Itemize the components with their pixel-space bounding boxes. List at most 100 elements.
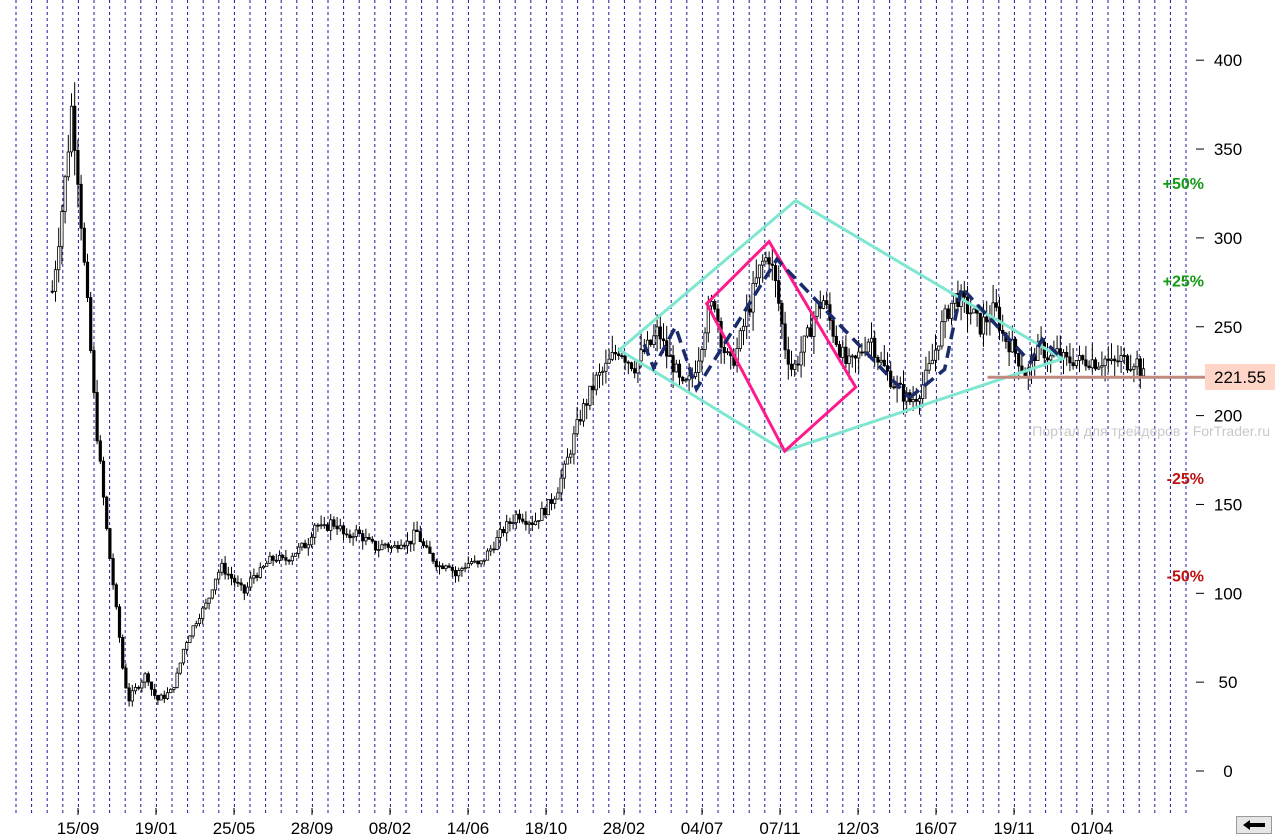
price-candle [738, 330, 742, 349]
price-candle [1036, 341, 1040, 361]
price-series [50, 82, 1146, 707]
price-candle [466, 563, 470, 569]
price-candle [549, 499, 554, 504]
price-candle [597, 371, 602, 376]
price-candle [469, 561, 474, 565]
price-candle [671, 355, 675, 373]
price-candle [1007, 340, 1011, 353]
price-candle [437, 565, 442, 568]
price-candle [236, 581, 240, 584]
price-candle [633, 368, 637, 374]
price-candle [261, 565, 266, 569]
price-candle [146, 673, 150, 683]
price-candle [185, 642, 189, 650]
price-candle [514, 513, 518, 524]
price-candle [281, 555, 285, 559]
price-candle [322, 524, 326, 527]
price-candle [114, 584, 118, 608]
price-candle [530, 522, 534, 525]
price-candle [1081, 355, 1085, 361]
price-candle [1084, 359, 1088, 367]
price-candle [655, 326, 659, 337]
price-candle [1093, 359, 1098, 370]
y-tick-label: 350 [1214, 140, 1242, 159]
pattern-overlays [616, 198, 1205, 454]
price-candle [92, 350, 96, 393]
x-tick-label: 28/02 [603, 819, 646, 838]
price-candle [537, 520, 541, 522]
price-candle [796, 363, 800, 366]
price-candle [809, 327, 813, 337]
price-candle [476, 560, 480, 565]
price-candle [313, 524, 317, 538]
price-candle [1097, 366, 1101, 370]
price-candle [1122, 355, 1126, 357]
price-candle [162, 694, 166, 699]
price-candle [527, 522, 531, 525]
price-candle [268, 555, 272, 564]
price-candle [284, 557, 288, 561]
price-candle [441, 565, 445, 569]
price-candle [329, 519, 333, 531]
price-candle [274, 559, 278, 562]
price-candle [95, 392, 99, 442]
price-candle [300, 542, 304, 548]
price-candle [431, 553, 435, 562]
price-candle [73, 105, 77, 151]
price-candle [1119, 355, 1123, 362]
price-candle [677, 363, 682, 378]
price-candle [57, 246, 61, 271]
price-candle [265, 562, 269, 567]
price-candle [1106, 358, 1110, 361]
price-candle [309, 536, 314, 546]
price-candle [1074, 359, 1078, 366]
price-candle [399, 544, 403, 550]
price-candle [709, 301, 714, 307]
y-tick-label: 50 [1219, 673, 1238, 692]
price-candle [524, 520, 528, 525]
price-candle [716, 308, 720, 322]
price-candle [60, 210, 64, 247]
x-tick-label: 19/11 [993, 819, 1034, 838]
price-candle [588, 385, 592, 406]
price-candle [130, 690, 134, 702]
price-candle [1020, 365, 1024, 371]
price-candle [255, 575, 259, 578]
price-candle [242, 584, 246, 594]
y-tick-label: 100 [1214, 584, 1242, 603]
price-candle [191, 625, 195, 637]
price-candle [82, 227, 86, 263]
price-candle [229, 573, 234, 579]
price-candle [412, 529, 416, 545]
price-candle [972, 308, 976, 314]
price-candle [402, 544, 406, 547]
price-candle [332, 519, 336, 527]
price-candle [50, 290, 54, 293]
price-candle [153, 689, 157, 696]
price-candle [565, 456, 570, 465]
price-candle [882, 359, 886, 367]
price-candle [741, 325, 746, 332]
price-candle [409, 540, 413, 545]
price-candle [434, 560, 438, 568]
percent-levels: +50% +25% -25% -50% [1163, 176, 1204, 586]
price-candle [389, 546, 394, 549]
x-tick-label: 19/01 [135, 819, 178, 838]
price-candle [319, 524, 323, 527]
price-candle [1049, 355, 1053, 361]
x-tick-label: 25/05 [213, 819, 256, 838]
price-candle [943, 308, 947, 323]
price-candle [892, 386, 896, 389]
price-candle [901, 383, 906, 402]
price-candle [201, 607, 205, 619]
price-candle [802, 335, 806, 353]
price-candle [661, 338, 666, 342]
price-candle [777, 280, 781, 304]
price-candle [937, 345, 941, 351]
price-candle [1103, 358, 1107, 367]
scroll-back-button[interactable] [1236, 816, 1272, 834]
price-candle [764, 257, 768, 262]
price-candle [345, 533, 349, 536]
price-candle [217, 571, 221, 580]
y-tick-label: 400 [1214, 51, 1242, 70]
